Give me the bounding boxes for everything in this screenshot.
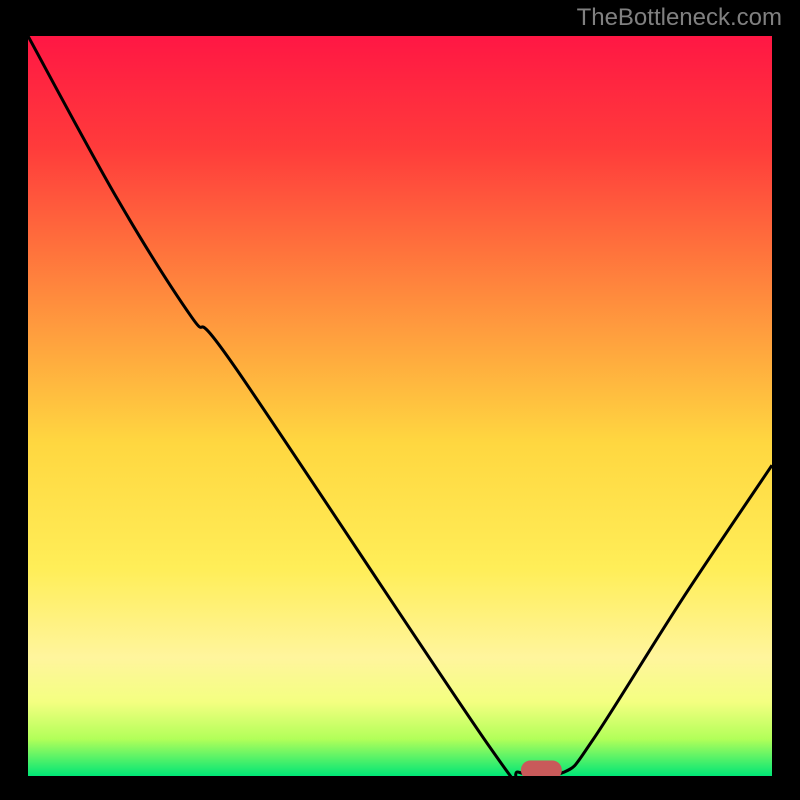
chart-plot-area (28, 36, 772, 776)
chart-background (28, 36, 772, 776)
chart-marker (521, 760, 562, 776)
watermark-text: TheBottleneck.com (577, 4, 782, 32)
chart-svg (28, 36, 772, 776)
